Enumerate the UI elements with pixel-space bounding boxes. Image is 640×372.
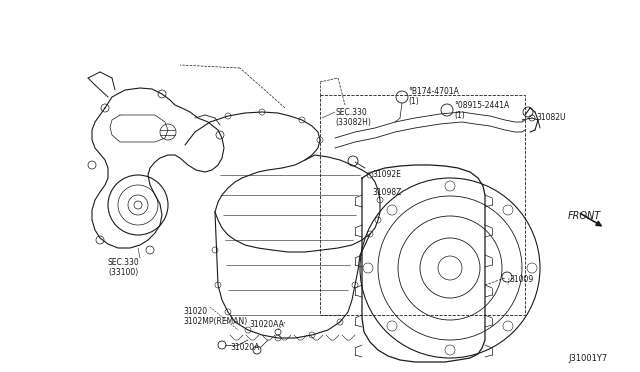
Text: 31082U: 31082U [536,113,566,122]
Text: 31020A: 31020A [230,343,259,352]
Text: 31020
3102MP(REMAN): 31020 3102MP(REMAN) [183,307,247,326]
Text: °B174-4701A
(1): °B174-4701A (1) [408,87,459,106]
Bar [320,95,525,315]
Text: °08915-2441A
(1): °08915-2441A (1) [454,101,509,121]
Text: 31009: 31009 [509,275,533,284]
Text: FRONT: FRONT [568,211,601,221]
Text: 31098Z: 31098Z [372,188,401,197]
Text: SEC.330
(33100): SEC.330 (33100) [108,258,140,278]
Text: 31092E: 31092E [372,170,401,179]
Text: 31020AA: 31020AA [249,320,284,329]
Text: SEC.330
(33082H): SEC.330 (33082H) [335,108,371,127]
Text: J31001Y7: J31001Y7 [568,354,607,363]
